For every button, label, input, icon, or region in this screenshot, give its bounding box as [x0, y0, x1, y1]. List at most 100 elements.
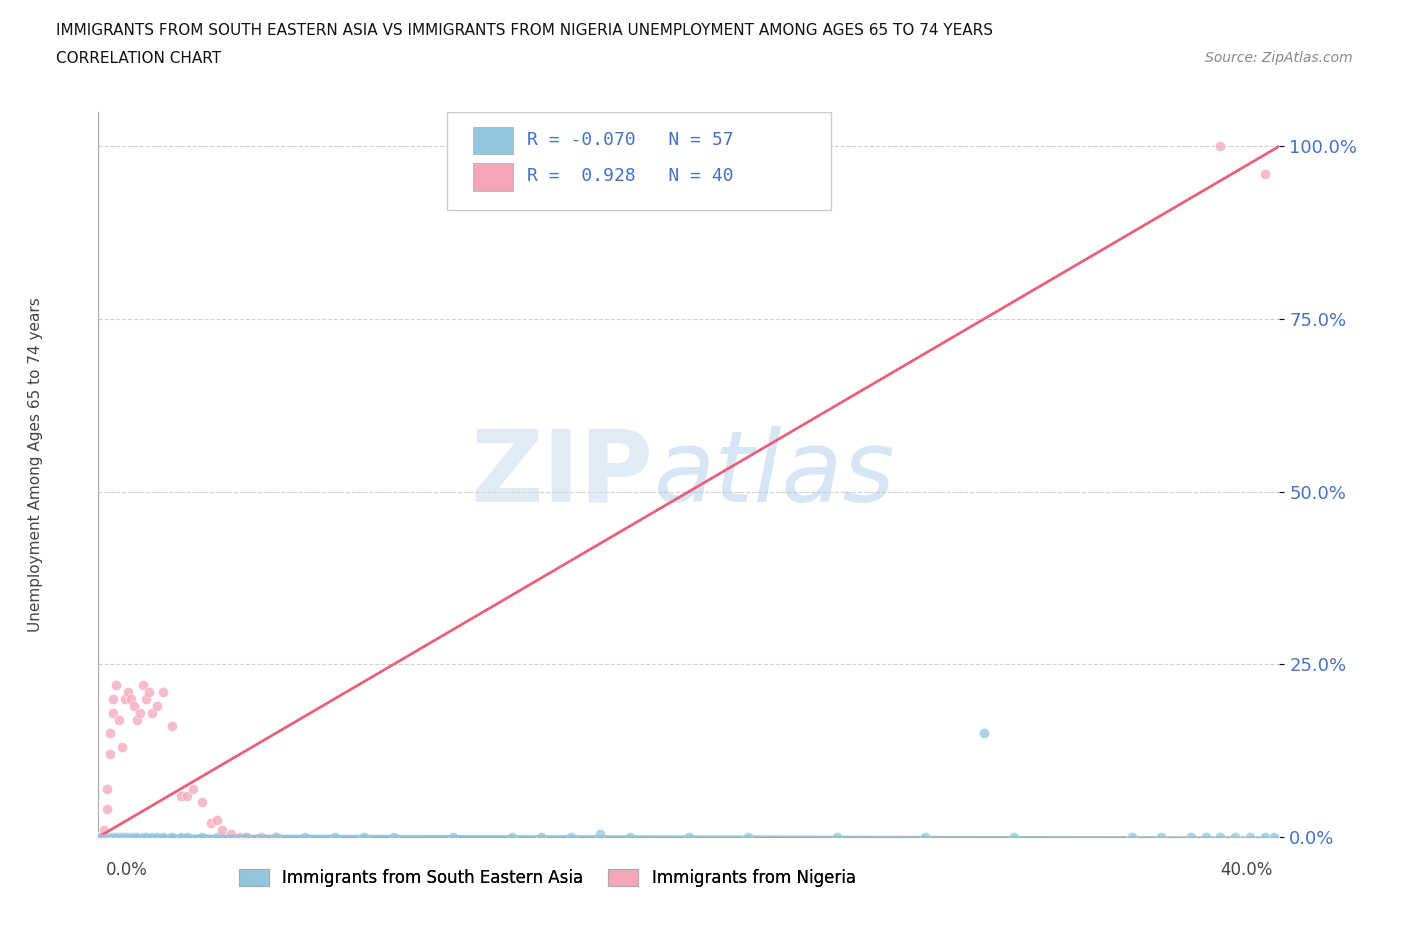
Point: [501, 830, 523, 844]
Point: [619, 830, 641, 844]
Text: Unemployment Among Ages 65 to 74 years: Unemployment Among Ages 65 to 74 years: [28, 298, 42, 632]
Text: atlas: atlas: [654, 426, 896, 523]
FancyBboxPatch shape: [472, 163, 513, 191]
Point: [111, 830, 134, 844]
Point: [219, 826, 242, 841]
Point: [108, 830, 131, 844]
Point: [105, 678, 128, 693]
Point: [1150, 830, 1173, 844]
Point: [560, 830, 582, 844]
Point: [1195, 830, 1218, 844]
FancyBboxPatch shape: [472, 126, 513, 154]
Text: 40.0%: 40.0%: [1220, 860, 1272, 879]
Point: [146, 830, 169, 844]
Point: [122, 698, 145, 713]
Point: [205, 812, 228, 827]
Point: [93, 823, 115, 838]
Point: [111, 830, 134, 844]
Point: [114, 830, 136, 844]
Point: [200, 816, 222, 830]
Point: [170, 830, 193, 844]
Point: [93, 830, 115, 844]
FancyBboxPatch shape: [447, 112, 831, 209]
Point: [205, 830, 228, 844]
Text: R =  0.928   N = 40: R = 0.928 N = 40: [527, 167, 734, 185]
Point: [1239, 830, 1261, 844]
Point: [90, 830, 112, 844]
Point: [120, 830, 142, 844]
Point: [105, 830, 128, 844]
Text: ZIP: ZIP: [471, 426, 654, 523]
Point: [108, 712, 131, 727]
Point: [93, 830, 115, 844]
Point: [323, 830, 346, 844]
Point: [103, 705, 125, 720]
Point: [176, 830, 198, 844]
Point: [264, 830, 287, 844]
Point: [128, 705, 150, 720]
Point: [191, 830, 214, 844]
Point: [1254, 166, 1277, 181]
Point: [132, 830, 155, 844]
Point: [111, 739, 134, 754]
Point: [914, 830, 936, 844]
Point: [135, 830, 157, 844]
Point: [1180, 830, 1202, 844]
Point: [235, 830, 257, 844]
Point: [125, 712, 148, 727]
Point: [1121, 830, 1143, 844]
Point: [132, 678, 155, 693]
Point: [678, 830, 700, 844]
Text: R = -0.070   N = 57: R = -0.070 N = 57: [527, 131, 734, 149]
Point: [98, 747, 121, 762]
Point: [141, 705, 163, 720]
Point: [117, 684, 139, 699]
Text: IMMIGRANTS FROM SOUTH EASTERN ASIA VS IMMIGRANTS FROM NIGERIA UNEMPLOYMENT AMONG: IMMIGRANTS FROM SOUTH EASTERN ASIA VS IM…: [56, 23, 993, 38]
Point: [122, 830, 145, 844]
Point: [737, 830, 759, 844]
Point: [1209, 830, 1232, 844]
Point: [125, 830, 148, 844]
Point: [96, 830, 118, 844]
Text: Source: ZipAtlas.com: Source: ZipAtlas.com: [1205, 51, 1353, 65]
Text: CORRELATION CHART: CORRELATION CHART: [56, 51, 221, 66]
Point: [1254, 830, 1277, 844]
Point: [103, 830, 125, 844]
Point: [135, 691, 157, 706]
Point: [191, 795, 214, 810]
Point: [117, 830, 139, 844]
Point: [170, 788, 193, 803]
Point: [98, 830, 121, 844]
Point: [120, 691, 142, 706]
Point: [250, 830, 273, 844]
Point: [96, 802, 118, 817]
Point: [98, 830, 121, 844]
Point: [1002, 830, 1025, 844]
Point: [141, 830, 163, 844]
Point: [589, 826, 612, 841]
Point: [162, 719, 183, 734]
Point: [103, 691, 125, 706]
Point: [1223, 830, 1246, 844]
Point: [211, 823, 233, 838]
Point: [382, 830, 405, 844]
Point: [235, 830, 257, 844]
Legend: Immigrants from South Eastern Asia, Immigrants from Nigeria: Immigrants from South Eastern Asia, Immi…: [232, 862, 862, 894]
Point: [264, 830, 287, 844]
Point: [87, 830, 110, 844]
Point: [146, 698, 169, 713]
Point: [90, 830, 112, 844]
Point: [138, 684, 160, 699]
Point: [176, 788, 198, 803]
Point: [229, 830, 252, 844]
Point: [162, 830, 183, 844]
Point: [87, 830, 110, 844]
Point: [294, 830, 316, 844]
Text: 0.0%: 0.0%: [105, 860, 148, 879]
Point: [1209, 139, 1232, 153]
Point: [98, 726, 121, 741]
Point: [441, 830, 464, 844]
Point: [152, 684, 174, 699]
Point: [96, 830, 118, 844]
Point: [93, 830, 115, 844]
